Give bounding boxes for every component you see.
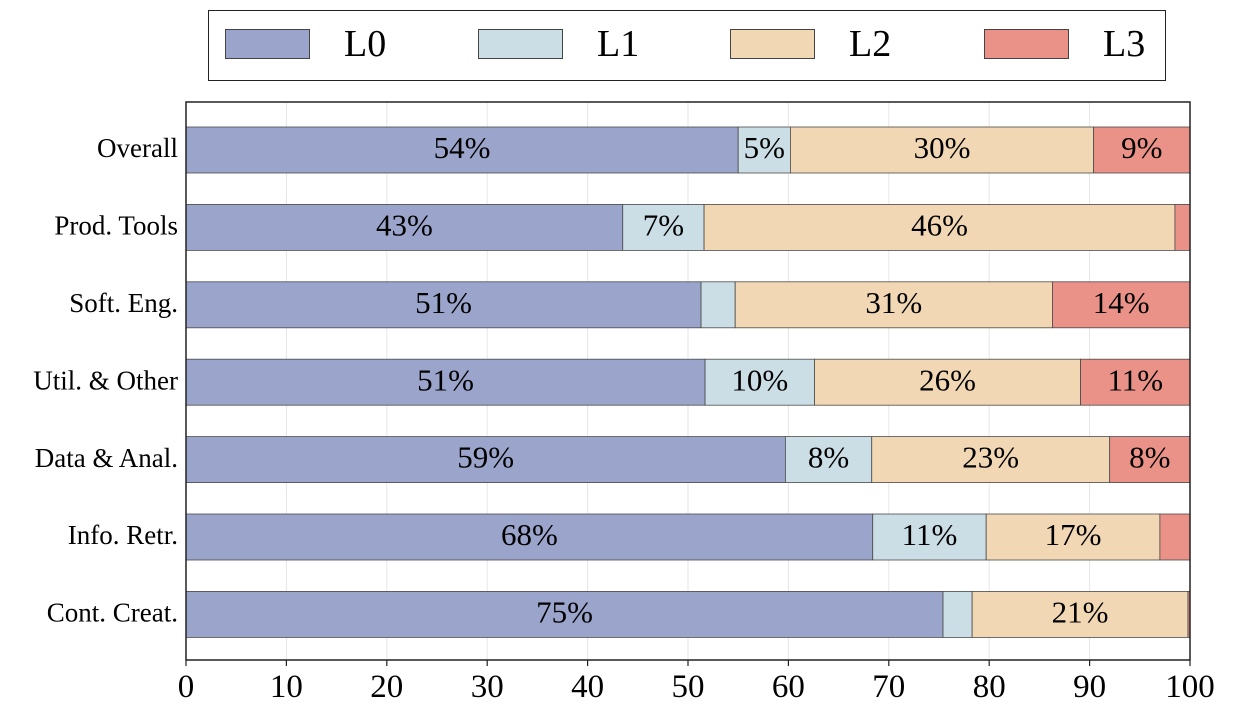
x-tick-label-80: 80	[973, 669, 1006, 705]
data-label-l0-cont-creat: 75%	[536, 595, 593, 630]
data-label-l2-prod-tools: 46%	[911, 208, 968, 243]
x-tick-label-60: 60	[772, 669, 805, 705]
data-label-l2-util-other: 26%	[919, 362, 976, 397]
legend-label-l2: L2	[849, 23, 892, 65]
x-tick-label-100: 100	[1165, 669, 1215, 705]
category-label-soft-eng: Soft. Eng.	[69, 288, 178, 318]
category-label-data-anal: Data & Anal.	[35, 443, 178, 473]
bar-l3-info-retr	[1159, 513, 1191, 561]
legend-label-l3: L3	[1103, 23, 1146, 65]
data-label-l1-data-anal: 8%	[808, 440, 849, 475]
data-label-l3-data-anal: 8%	[1129, 440, 1170, 475]
bar-l2-data-anal	[871, 436, 1111, 484]
legend-item-l1: L1	[478, 23, 640, 65]
legend-label-l1: L1	[597, 23, 640, 65]
bar-l1-data-anal	[784, 436, 873, 484]
data-label-l3-soft-eng: 14%	[1093, 285, 1150, 320]
legend: L0 L1 L2 L3	[208, 10, 1166, 81]
x-tick-label-40: 40	[571, 669, 604, 705]
bar-l1-soft-eng	[700, 281, 736, 329]
data-label-l1-overall: 5%	[744, 130, 785, 165]
x-tick-label-90: 90	[1073, 669, 1106, 705]
x-tick-label-10: 10	[270, 669, 303, 705]
data-label-l1-info-retr: 11%	[902, 517, 958, 552]
data-label-l0-util-other: 51%	[417, 362, 474, 397]
legend-label-l0: L0	[344, 23, 387, 65]
bar-l0-soft-eng	[185, 281, 702, 329]
category-label-cont-creat: Cont. Creat.	[47, 598, 178, 628]
data-label-l1-prod-tools: 7%	[643, 208, 684, 243]
legend-swatch-l2	[730, 29, 815, 59]
data-label-l2-info-retr: 17%	[1045, 517, 1102, 552]
bar-l0-util-other	[185, 358, 706, 406]
x-tick-label-30: 30	[471, 669, 504, 705]
bar-l1-util-other	[704, 358, 815, 406]
data-label-l2-cont-creat: 21%	[1052, 595, 1109, 630]
data-label-l1-util-other: 10%	[731, 362, 788, 397]
x-tick-label-20: 20	[370, 669, 403, 705]
data-label-l0-soft-eng: 51%	[415, 285, 472, 320]
x-tick-label-0: 0	[178, 669, 195, 705]
data-label-l2-data-anal: 23%	[962, 440, 1019, 475]
bar-l1-overall	[737, 126, 791, 174]
legend-swatch-l3	[984, 29, 1069, 59]
data-label-l0-data-anal: 59%	[457, 440, 514, 475]
x-tick-label-50: 50	[672, 669, 705, 705]
data-label-l0-info-retr: 68%	[501, 517, 558, 552]
bar-l3-util-other	[1080, 358, 1191, 406]
bar-l1-cont-creat	[942, 591, 973, 638]
bar-l1-info-retr	[872, 513, 987, 561]
category-label-info-retr: Info. Retr.	[68, 520, 178, 550]
bar-l1-prod-tools	[622, 203, 705, 251]
legend-item-l3: L3	[984, 23, 1146, 65]
legend-swatch-l1	[478, 29, 563, 59]
bar-l2-prod-tools	[703, 203, 1176, 251]
bar-l3-soft-eng	[1052, 281, 1191, 329]
bar-l3-prod-tools	[1174, 203, 1191, 251]
bar-l2-cont-creat	[971, 591, 1189, 638]
data-label-l0-overall: 54%	[434, 130, 491, 165]
category-label-util-other: Util. & Other	[33, 365, 178, 395]
category-label-prod-tools: Prod. Tools	[54, 211, 178, 241]
legend-item-l0: L0	[225, 23, 387, 65]
data-label-l3-overall: 9%	[1121, 130, 1162, 165]
category-label-overall: Overall	[97, 133, 178, 163]
data-label-l2-soft-eng: 31%	[865, 285, 922, 320]
data-label-l2-overall: 30%	[914, 130, 971, 165]
bar-l0-overall	[185, 126, 739, 174]
legend-item-l2: L2	[730, 23, 892, 65]
bar-l3-data-anal	[1109, 436, 1191, 484]
data-label-l0-prod-tools: 43%	[376, 208, 433, 243]
bar-l2-soft-eng	[734, 281, 1053, 329]
data-label-l3-util-other: 11%	[1107, 362, 1163, 397]
legend-swatch-l0	[225, 29, 310, 59]
x-tick-label-70: 70	[872, 669, 905, 705]
bar-l2-overall	[790, 126, 1095, 174]
